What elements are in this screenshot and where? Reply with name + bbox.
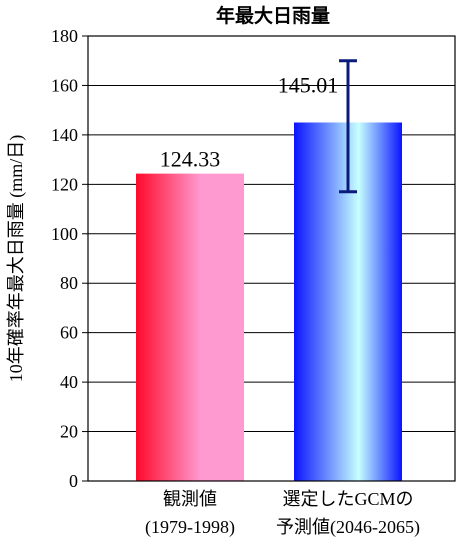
y-tick-label-100: 100 bbox=[51, 224, 78, 244]
y-tick-label-40: 40 bbox=[60, 372, 78, 392]
chart-title: 年最大日雨量 bbox=[216, 4, 330, 27]
x-category-label-1-line-1: 観測値 bbox=[163, 489, 217, 509]
value-label-1: 124.33 bbox=[160, 147, 221, 172]
y-tick-label-120: 120 bbox=[51, 174, 78, 194]
x-category-label-2-line-1: 選定したGCMの bbox=[282, 489, 413, 509]
x-category-label-1-line-2: (1979-1998) bbox=[145, 517, 235, 538]
plot-area-frame bbox=[87, 35, 456, 482]
y-tick-label-20: 20 bbox=[60, 422, 78, 442]
y-tick-label-80: 80 bbox=[60, 273, 78, 293]
bars bbox=[136, 122, 402, 482]
x-category-label-2-line-2: 予測値(2046-2065) bbox=[276, 517, 420, 538]
y-axis-label: 10年確率年最大日雨量 (mm/日) bbox=[6, 135, 27, 383]
y-axis-ticks: 0 20 40 60 80 100 120 140 160 180 bbox=[51, 26, 88, 491]
bar-1 bbox=[136, 173, 244, 482]
y-tick-label-140: 140 bbox=[51, 125, 78, 145]
value-labels: 124.33 145.01 bbox=[160, 73, 339, 172]
error-bars bbox=[339, 59, 357, 194]
value-label-2: 145.01 bbox=[278, 73, 339, 98]
y-tick-label-160: 160 bbox=[51, 75, 78, 95]
y-tick-label-0: 0 bbox=[69, 471, 78, 491]
y-tick-label-180: 180 bbox=[51, 26, 78, 46]
y-tick-label-60: 60 bbox=[60, 323, 78, 343]
